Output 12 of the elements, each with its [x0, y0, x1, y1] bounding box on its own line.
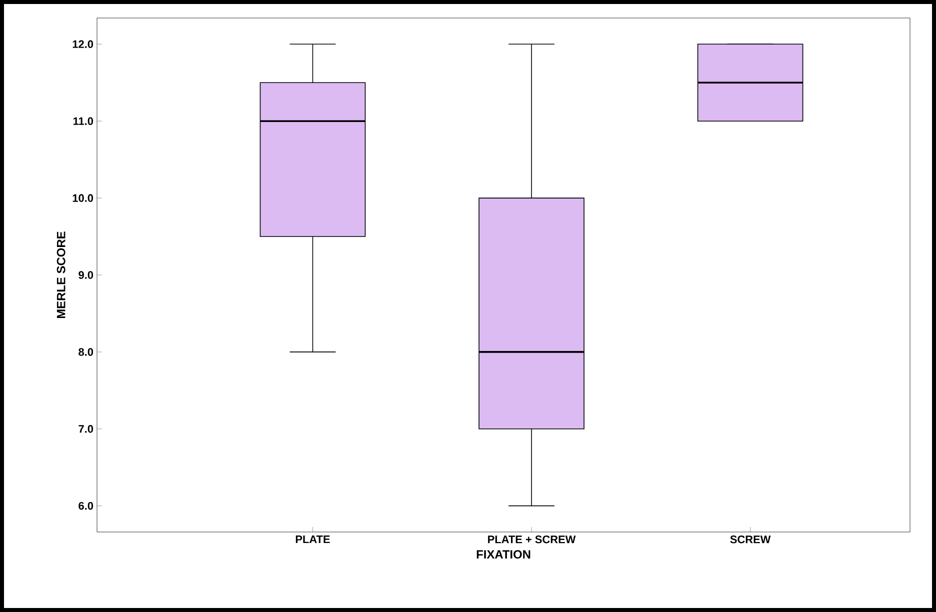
x-tick-label: PLATE [296, 536, 330, 544]
x-axis-title: FIXATION [476, 550, 530, 559]
y-tick-label: 9.0 [78, 271, 94, 279]
y-tick-label: 10.0 [72, 194, 94, 202]
x-tick-label: SCREW [730, 536, 771, 544]
x-tick-label: PLATE + SCREW [488, 536, 576, 544]
y-tick-label: 8.0 [78, 348, 94, 356]
y-tick-label: 7.0 [78, 425, 94, 433]
y-axis-title: MERLE SCORE [56, 232, 66, 318]
y-tick-label: 12.0 [72, 40, 94, 48]
y-tick-label: 6.0 [78, 502, 94, 510]
y-tick-label: 11.0 [73, 117, 94, 125]
